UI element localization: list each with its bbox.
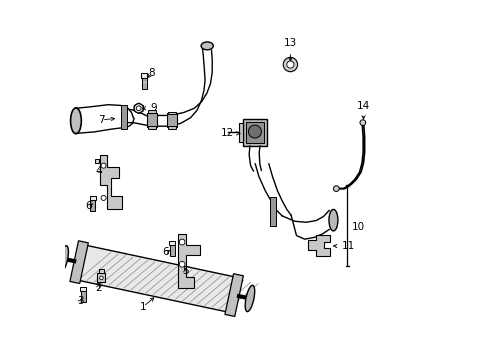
Bar — [224, 274, 243, 316]
Bar — [89, 196, 96, 201]
Circle shape — [100, 276, 103, 280]
Bar — [242, 119, 266, 146]
Text: 6: 6 — [85, 201, 92, 211]
Bar — [148, 126, 156, 129]
Circle shape — [136, 106, 141, 111]
Bar — [81, 291, 85, 302]
Bar — [147, 113, 157, 127]
Text: 8: 8 — [148, 68, 154, 78]
Bar — [148, 111, 156, 113]
Bar — [80, 287, 86, 291]
Bar — [167, 113, 177, 127]
Ellipse shape — [59, 246, 68, 272]
Bar — [97, 273, 105, 282]
Polygon shape — [100, 155, 122, 209]
Text: 5: 5 — [182, 266, 188, 276]
Text: 13: 13 — [283, 38, 296, 48]
Bar — [168, 112, 176, 114]
Bar — [79, 246, 234, 312]
Text: 10: 10 — [351, 222, 365, 231]
Text: 9: 9 — [150, 103, 157, 113]
Ellipse shape — [328, 210, 337, 231]
Circle shape — [286, 61, 293, 68]
Ellipse shape — [201, 42, 213, 50]
Bar — [99, 269, 104, 273]
Text: 12: 12 — [221, 129, 234, 138]
Polygon shape — [178, 234, 199, 288]
Text: 7: 7 — [98, 115, 105, 125]
Bar — [270, 197, 276, 226]
Bar — [239, 123, 243, 142]
Circle shape — [101, 195, 106, 201]
Text: 6: 6 — [162, 247, 168, 257]
Circle shape — [179, 261, 184, 267]
Circle shape — [101, 163, 106, 168]
Bar — [168, 241, 175, 245]
Bar — [94, 159, 99, 163]
Circle shape — [359, 120, 365, 126]
Polygon shape — [308, 234, 329, 256]
Bar — [169, 245, 174, 256]
Text: 4: 4 — [95, 166, 102, 176]
Text: 11: 11 — [341, 241, 354, 251]
Circle shape — [333, 186, 339, 192]
Bar — [142, 78, 146, 89]
Text: 2: 2 — [95, 283, 102, 293]
Bar — [168, 126, 176, 129]
Circle shape — [283, 57, 297, 72]
Text: 14: 14 — [356, 101, 369, 111]
Bar — [121, 105, 127, 129]
Bar — [141, 73, 147, 78]
Circle shape — [248, 125, 261, 138]
Text: 1: 1 — [140, 302, 146, 312]
Text: 3: 3 — [77, 296, 83, 306]
Circle shape — [134, 104, 143, 113]
Ellipse shape — [244, 285, 254, 312]
Ellipse shape — [70, 108, 81, 134]
Circle shape — [179, 239, 184, 245]
Bar — [90, 201, 95, 211]
Bar — [70, 241, 88, 284]
Bar — [246, 122, 263, 143]
